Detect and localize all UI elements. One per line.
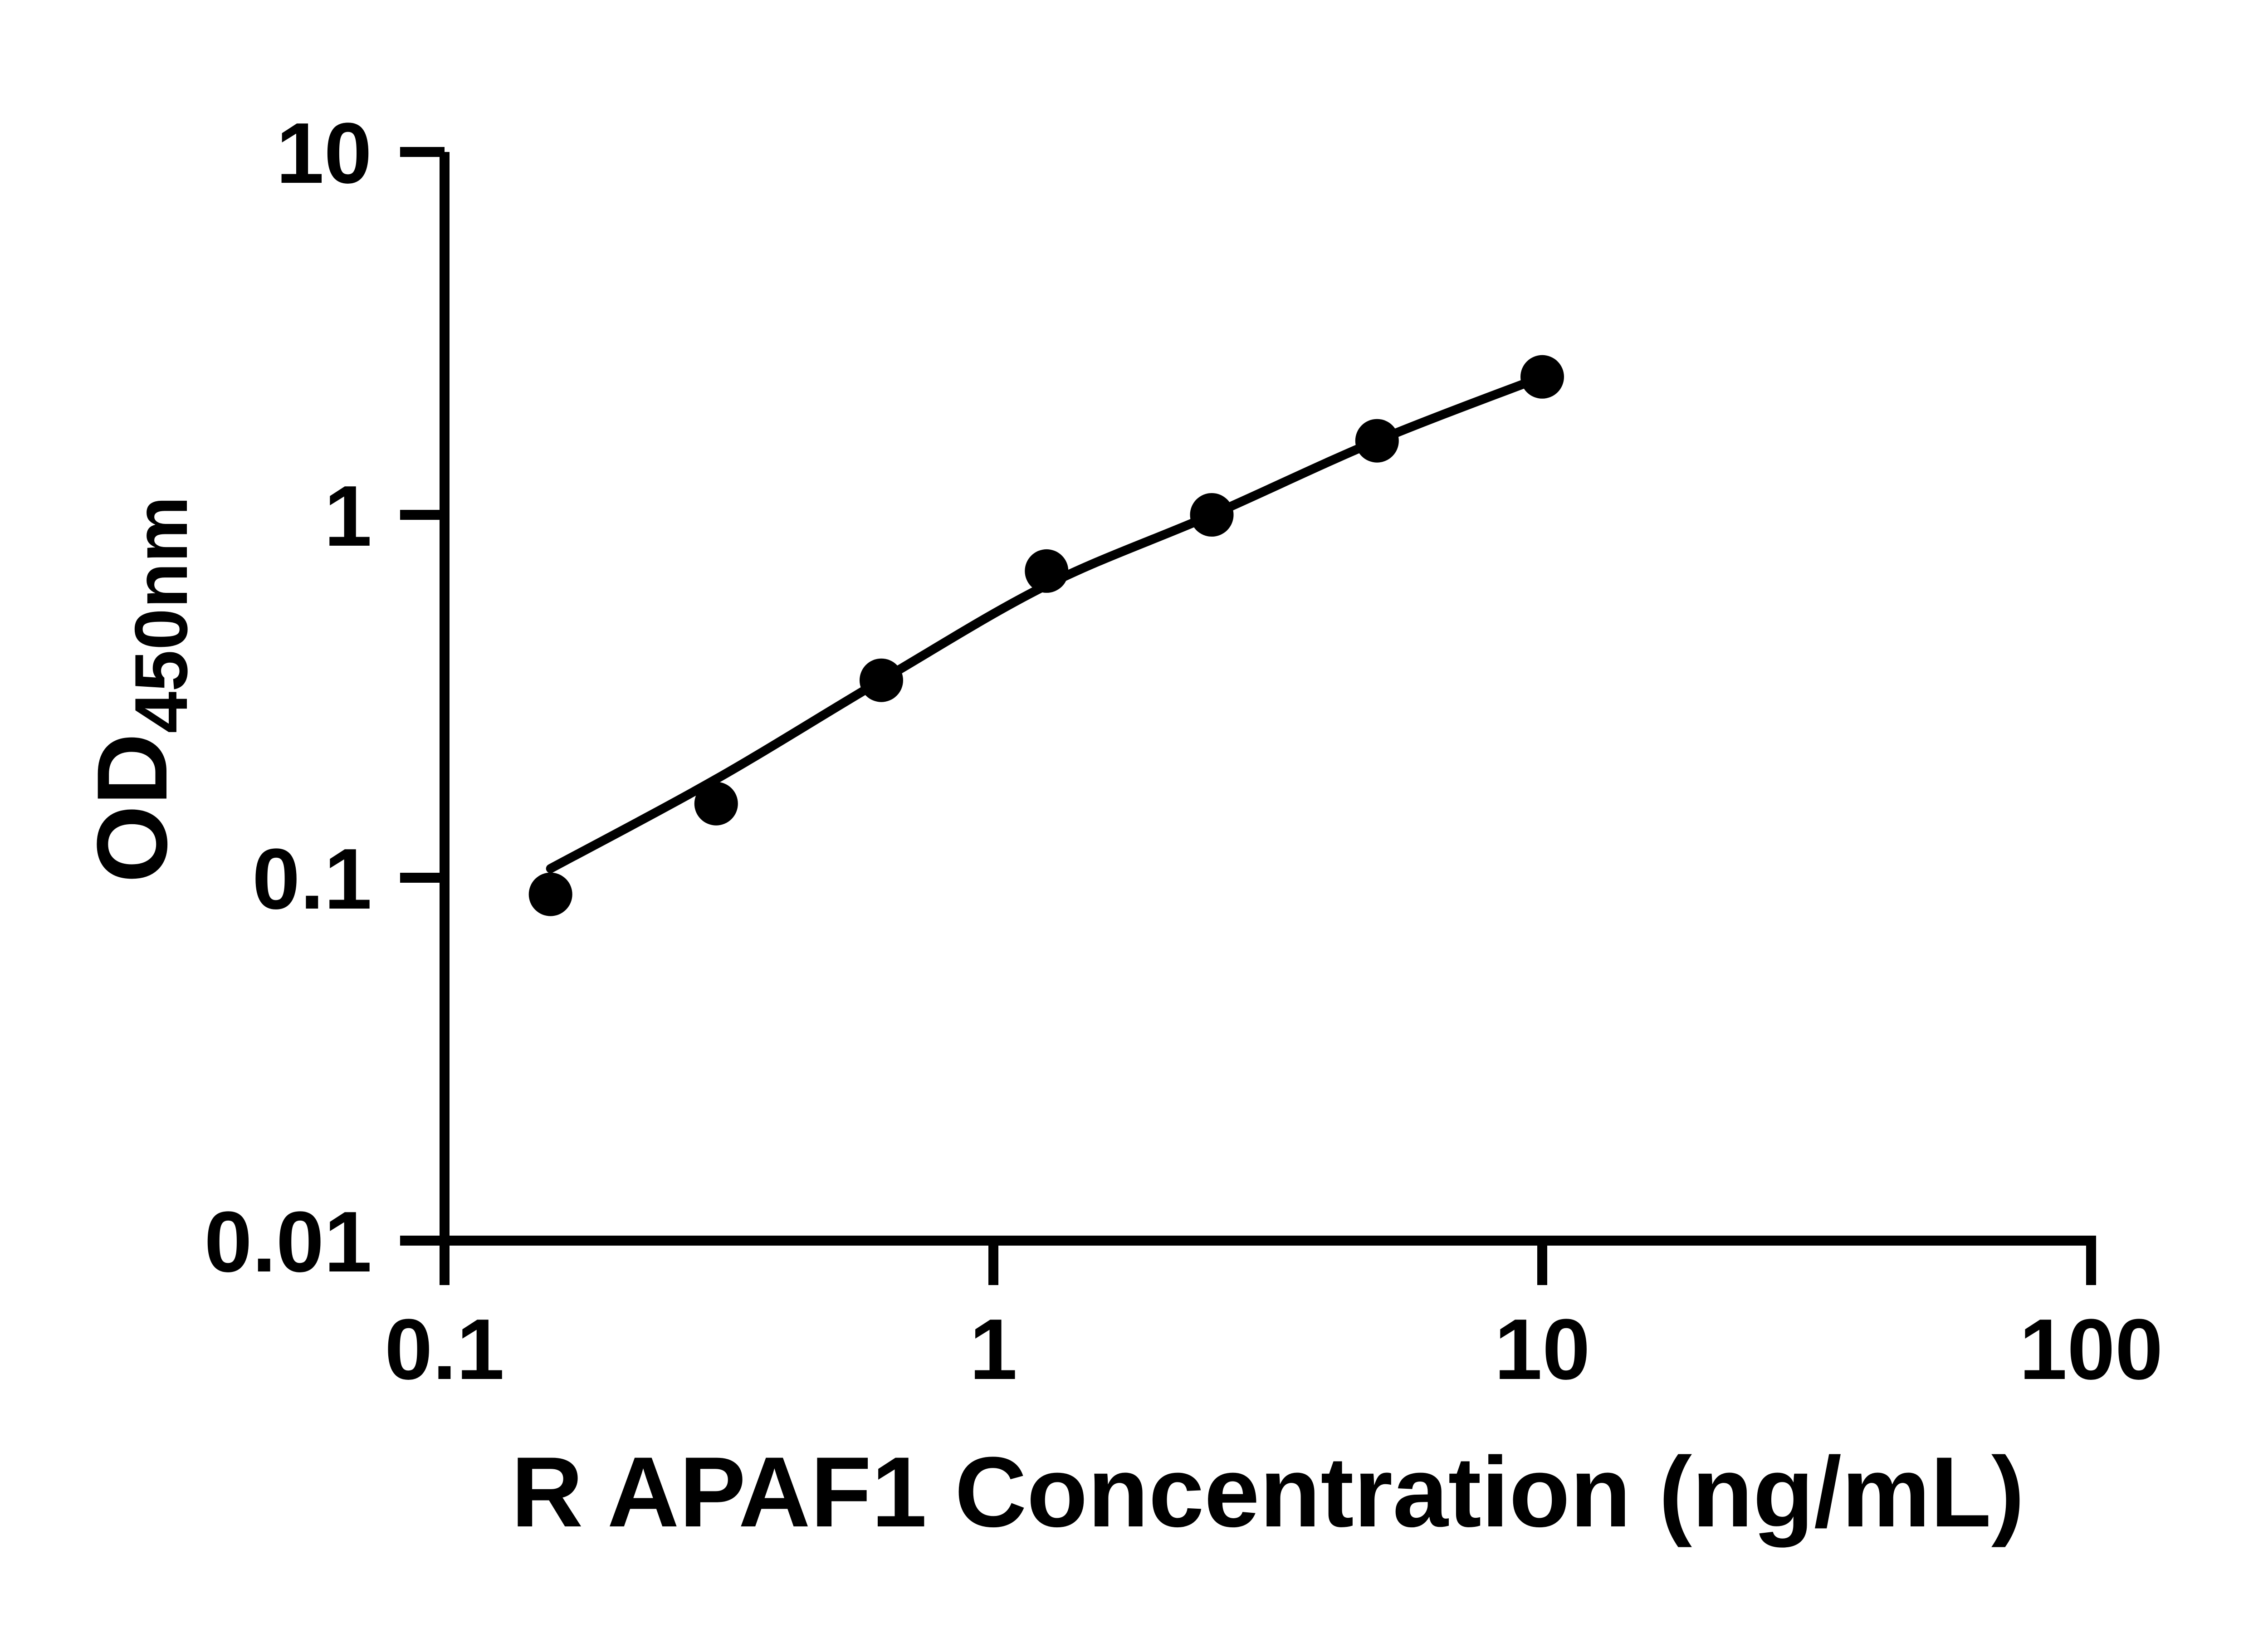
data-point	[1190, 493, 1234, 537]
axes	[440, 152, 2096, 1246]
x-axis-tick-labels: 0.1 1 10 100	[385, 1301, 2163, 1398]
y-tick-label: 1	[324, 468, 372, 564]
data-point	[860, 658, 903, 702]
x-tick-label: 1	[969, 1301, 1017, 1398]
y-axis-title: OD450nm	[76, 496, 203, 883]
y-tick-label: 0.1	[252, 831, 372, 927]
y-tick-label: 0.01	[204, 1194, 372, 1290]
x-tick-label: 10	[1494, 1301, 1590, 1398]
data-point	[1520, 355, 1564, 399]
x-axis-ticks	[440, 1241, 2096, 1285]
x-tick-label: 0.1	[385, 1301, 504, 1398]
data-point	[1025, 549, 1069, 593]
y-axis-ticks	[400, 147, 445, 1246]
data-point	[1355, 419, 1399, 463]
x-axis-title: R APAF1 Concentration (ng/mL)	[511, 1436, 2025, 1548]
x-tick-label: 100	[2019, 1301, 2163, 1398]
y-axis-tick-labels: 0.01 0.1 1 10	[204, 105, 372, 1290]
y-axis-title-sub: 450nm	[119, 496, 203, 733]
data-point	[694, 782, 738, 826]
y-axis-title-main: OD	[76, 733, 188, 883]
data-points	[528, 355, 1564, 916]
y-tick-label: 10	[276, 105, 372, 201]
data-point	[528, 872, 572, 916]
